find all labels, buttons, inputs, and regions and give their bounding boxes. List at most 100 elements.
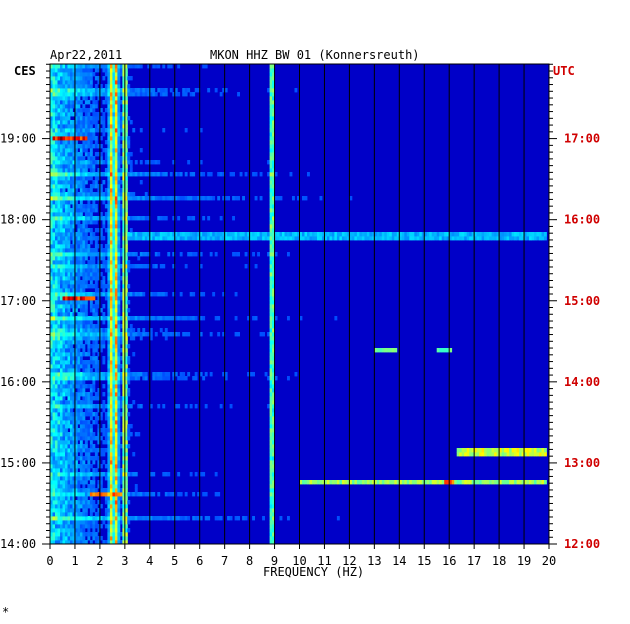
spectrogram-cell — [62, 340, 66, 345]
spectrogram-cell — [269, 164, 273, 169]
spectrogram-cell — [52, 360, 56, 365]
spectrogram-cell — [70, 528, 73, 533]
spectrogram-cell — [60, 92, 63, 97]
spectrogram-cell — [254, 316, 258, 321]
spectrogram-cell — [269, 124, 273, 129]
x-tick-label: 12 — [342, 554, 356, 568]
spectrogram-cell — [89, 308, 93, 313]
spectrogram-cell — [60, 316, 63, 321]
spectrogram-cell — [82, 136, 86, 141]
spectrogram-cell — [109, 464, 113, 469]
spectrogram-cell — [109, 260, 113, 265]
spectrogram-cell — [124, 144, 128, 149]
spectrogram-cell — [506, 236, 510, 241]
spectrogram-cell — [119, 120, 123, 125]
spectrogram-cell — [52, 372, 56, 377]
spectrogram-cell — [184, 332, 188, 337]
spectrogram-cell — [65, 76, 68, 81]
spectrogram-cell — [50, 524, 53, 529]
spectrogram-cell — [109, 424, 113, 429]
spectrogram-cell — [99, 344, 103, 349]
spectrogram-cell — [269, 300, 273, 305]
left-time-label: 15:00 — [0, 456, 36, 470]
spectrogram-cell — [104, 172, 108, 177]
spectrogram-cell — [109, 308, 113, 313]
spectrogram-cell — [209, 236, 213, 241]
spectrogram-cell — [97, 252, 101, 257]
spectrogram-cell — [55, 248, 58, 253]
spectrogram-cell — [92, 204, 96, 209]
spectrogram-cell — [50, 316, 53, 321]
spectrogram-cell — [75, 436, 78, 441]
spectrogram-cell — [217, 332, 221, 337]
spectrogram-cell — [107, 304, 111, 309]
spectrogram-cell — [269, 140, 273, 145]
spectrogram-cell — [55, 64, 58, 69]
spectrogram-cell — [62, 516, 66, 521]
spectrogram-cell — [94, 220, 98, 225]
spectrogram-cell — [79, 516, 83, 521]
spectrogram-cell — [162, 404, 166, 409]
spectrogram-cell — [114, 440, 118, 445]
spectrogram-cell — [172, 232, 176, 237]
spectrogram-cell — [112, 168, 116, 173]
spectrogram-cell — [114, 272, 118, 277]
spectrogram-cell — [97, 184, 101, 189]
spectrogram-cell — [112, 256, 116, 261]
spectrogram-cell — [207, 196, 211, 201]
spectrogram-cell — [89, 344, 93, 349]
spectrogram-cell — [109, 384, 113, 389]
spectrogram-cell — [92, 92, 96, 97]
spectrogram-cell — [70, 124, 73, 129]
spectrogram-cell — [172, 316, 176, 321]
spectrogram-cell — [97, 484, 101, 489]
spectrogram-cell — [127, 404, 131, 409]
spectrogram-cell — [79, 260, 83, 265]
spectrogram-cell — [224, 372, 228, 377]
spectrogram-cell — [199, 128, 203, 133]
spectrogram-cell — [124, 340, 128, 345]
spectrogram-cell — [232, 232, 235, 237]
spectrogram-cell — [122, 292, 126, 297]
right-time-label: 16:00 — [564, 213, 600, 227]
spectrogram-cell — [312, 480, 315, 485]
spectrogram-cell — [70, 232, 73, 237]
spectrogram-cell — [99, 472, 103, 477]
spectrogram-cell — [92, 460, 96, 465]
spectrogram-cell — [302, 232, 305, 237]
spectrogram-cell — [114, 192, 118, 197]
spectrogram-cell — [50, 324, 53, 329]
spectrogram-cell — [114, 256, 118, 261]
spectrogram-cell — [79, 492, 83, 497]
spectrogram-cell — [107, 160, 111, 165]
spectrogram-cell — [87, 220, 91, 225]
spectrogram-cell — [77, 180, 81, 185]
spectrogram-cell — [67, 408, 71, 413]
spectrogram-cell — [272, 448, 275, 453]
spectrogram-cell — [77, 144, 81, 149]
spectrogram-cell — [84, 320, 88, 325]
spectrogram-cell — [197, 232, 201, 237]
spectrogram-cell — [317, 232, 320, 237]
spectrogram-cell — [232, 196, 235, 201]
spectrogram-cell — [109, 420, 113, 425]
spectrogram-cell — [99, 436, 103, 441]
spectrogram-cell — [204, 236, 208, 241]
spectrogram-cell — [401, 480, 405, 485]
spectrogram-cell — [114, 456, 118, 461]
spectrogram-cell — [55, 488, 58, 493]
spectrogram-cell — [494, 452, 497, 457]
spectrogram-cell — [60, 140, 63, 145]
spectrogram-cell — [162, 232, 166, 237]
spectrogram-cell — [65, 528, 68, 533]
spectrogram-cell — [272, 500, 275, 505]
spectrogram-cell — [341, 236, 345, 241]
spectrogram-cell — [117, 428, 121, 433]
spectrogram-cell — [55, 444, 58, 449]
spectrogram-cell — [87, 384, 91, 389]
spectrogram-cell — [89, 212, 93, 217]
spectrogram-cell — [179, 232, 183, 237]
spectrogram-cell — [82, 376, 86, 381]
spectrogram-cell — [132, 88, 136, 93]
spectrogram-cell — [65, 480, 68, 485]
